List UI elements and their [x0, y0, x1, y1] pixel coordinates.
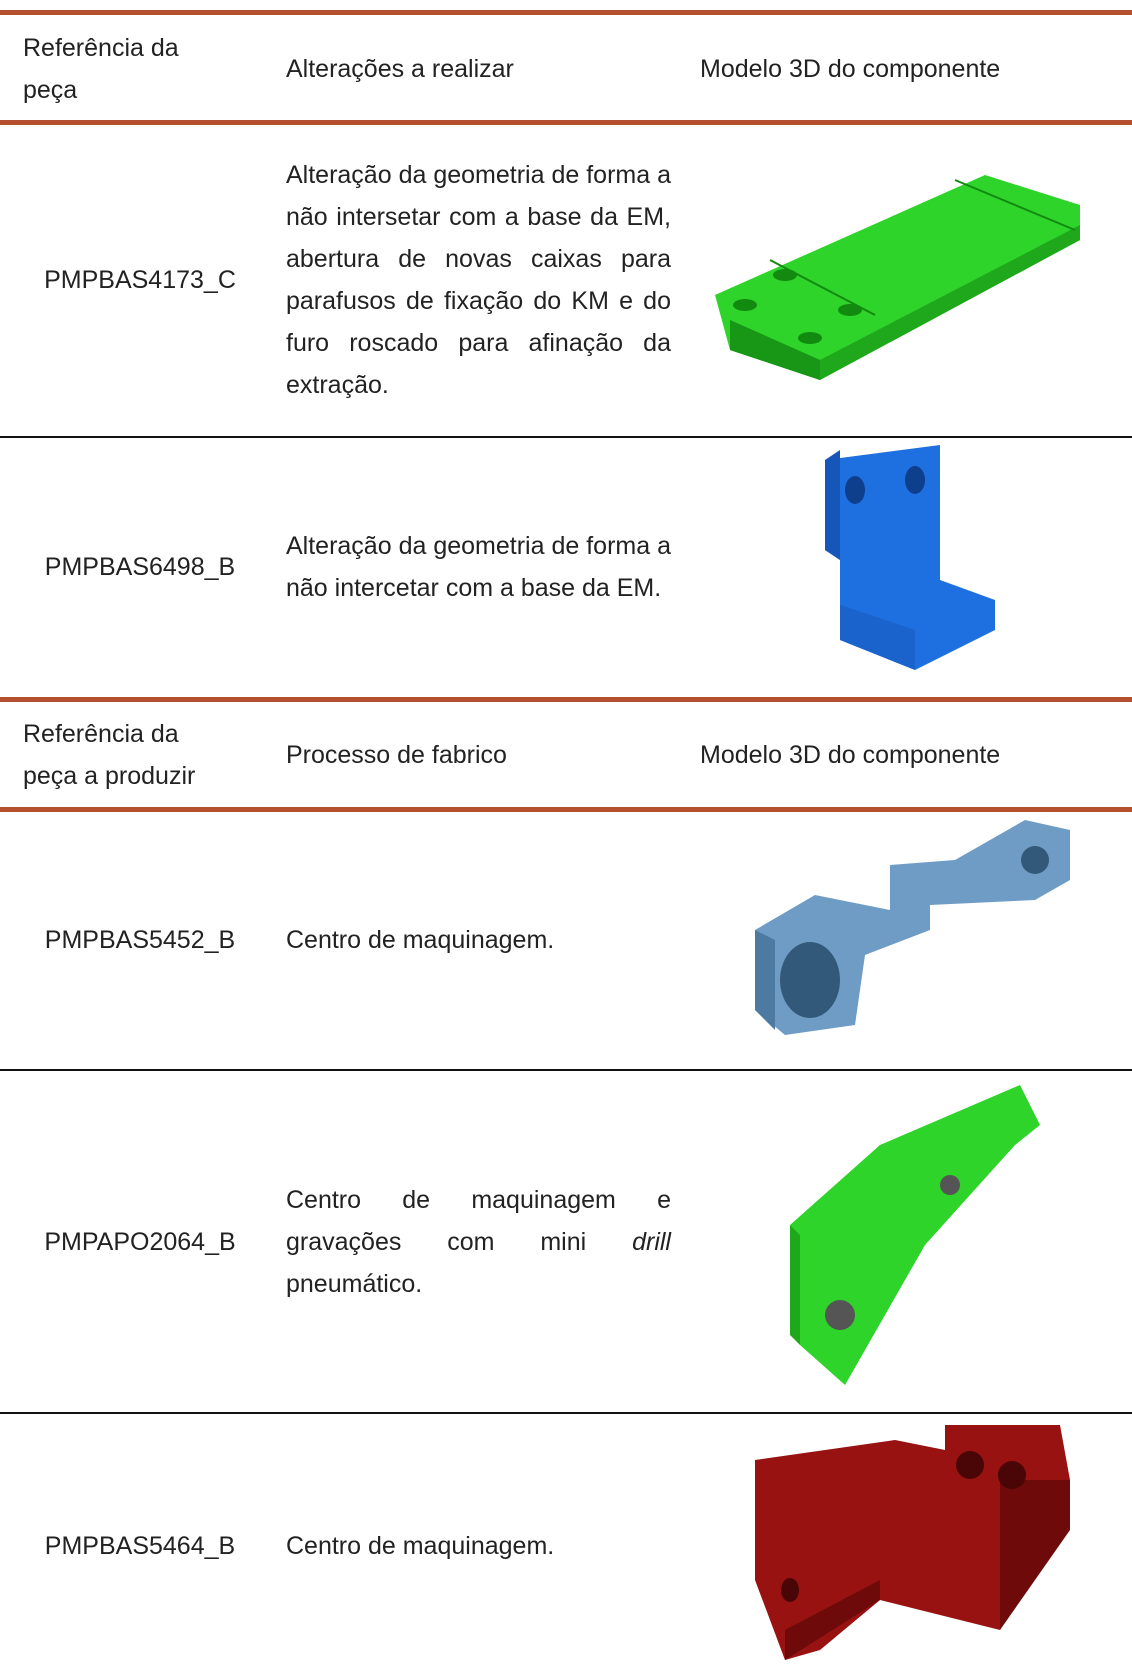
row-divider — [0, 1412, 1132, 1414]
header-cell: Referência da peça — [23, 15, 273, 122]
reference-cell: PMPBAS5452_B — [10, 809, 270, 1070]
reference-cell: PMPBAS5464_B — [10, 1413, 270, 1679]
header-text: Referência da peça a produzir — [23, 719, 196, 790]
description-cell: Alteração da geometria de forma a não in… — [286, 437, 671, 697]
description: Centro de maquinagem e gravações com min… — [286, 1179, 671, 1305]
row-divider — [0, 436, 1132, 438]
part-model-green-plate — [715, 175, 1080, 380]
part-model-blue-bracket — [825, 445, 995, 670]
description-cell: Centro de maquinagem. — [286, 1413, 671, 1679]
description: Centro de maquinagem. — [286, 1532, 555, 1560]
table-top-rule — [0, 10, 1132, 15]
row-divider — [0, 1069, 1132, 1071]
description-run: Centro de maquinagem e gravações com min… — [286, 1185, 671, 1256]
header-cell: Modelo 3D do componente — [700, 15, 1120, 122]
part-model-blue-arm — [755, 820, 1070, 1035]
header-text: Modelo 3D do componente — [700, 54, 1001, 83]
description: Alteração da geometria de forma a não in… — [286, 160, 671, 399]
part-model-red-block — [755, 1425, 1070, 1660]
table-top-rule — [0, 697, 1132, 702]
reference: PMPBAS6498_B — [44, 553, 236, 581]
header-rule — [0, 807, 1132, 812]
description: Centro de maquinagem. — [286, 925, 555, 954]
description: Alteração da geometria de forma a não in… — [286, 532, 671, 602]
description-cell: Centro de maquinagem. — [286, 809, 671, 1070]
header-cell: Alterações a realizar — [286, 15, 671, 122]
reference-cell: PMPBAS6498_B — [10, 437, 270, 697]
description-run: drill — [632, 1227, 671, 1256]
reference-cell: PMPAPO2064_B — [10, 1070, 270, 1413]
header-text: Referência da peça — [23, 33, 179, 104]
description-run: pneumático. — [286, 1269, 423, 1298]
header-cell: Processo de fabrico — [286, 700, 671, 809]
reference: PMPBAS5464_B — [44, 1532, 236, 1560]
description-cell: Centro de maquinagem e gravações com min… — [286, 1070, 671, 1413]
description-cell: Alteração da geometria de forma a não in… — [286, 122, 671, 437]
reference: PMPBAS5452_B — [44, 925, 236, 954]
header-text: Modelo 3D do componente — [700, 740, 1001, 769]
header-cell: Modelo 3D do componente — [700, 700, 1120, 809]
header-cell: Referência da peça a produzir — [23, 700, 273, 809]
header-text: Processo de fabrico — [286, 740, 507, 769]
reference: PMPBAS4173_C — [44, 265, 236, 294]
header-rule — [0, 120, 1132, 125]
reference: PMPAPO2064_B — [44, 1227, 236, 1256]
header-text: Alterações a realizar — [286, 54, 514, 83]
part-model-green-lever — [790, 1085, 1040, 1385]
reference-cell: PMPBAS4173_C — [10, 122, 270, 437]
